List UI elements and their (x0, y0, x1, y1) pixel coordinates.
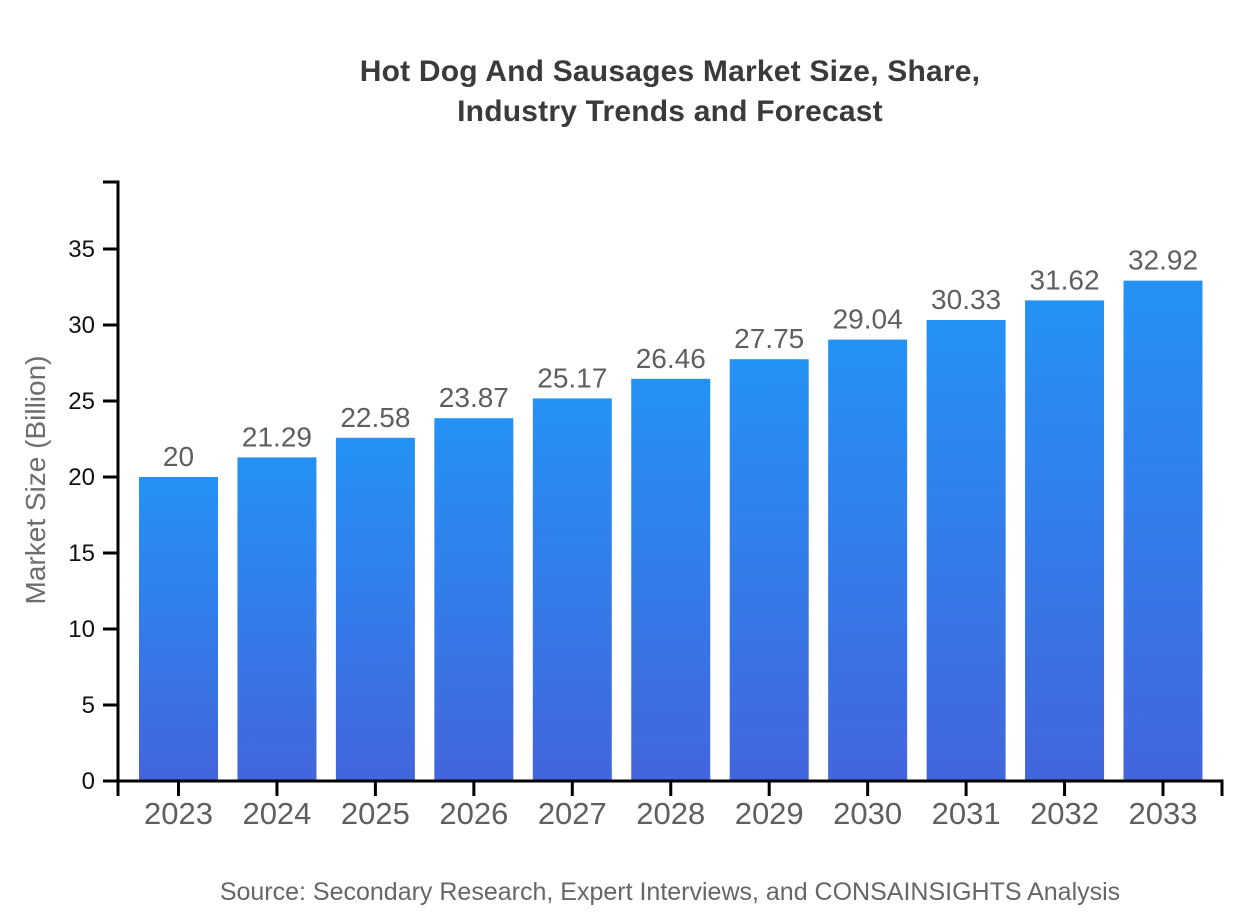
bar-2025 (335, 437, 415, 781)
bar-2027 (532, 398, 612, 781)
y-tick-label-5: 5 (82, 692, 95, 719)
bar-value-label-2028: 26.46 (636, 343, 706, 374)
bar-value-label-2023: 20 (163, 441, 194, 472)
bar-value-label-2031: 30.33 (931, 284, 1001, 315)
x-tick-label-2024: 2024 (242, 796, 311, 831)
x-tick-label-2028: 2028 (636, 796, 705, 831)
bar-2023 (139, 477, 218, 781)
bar-value-label-2024: 21.29 (242, 421, 312, 452)
chart-title: Hot Dog And Sausages Market Size, Share,… (80, 52, 1260, 132)
y-tick-label-20: 20 (68, 464, 95, 491)
x-tick-label-2029: 2029 (735, 796, 804, 831)
y-tick-label-30: 30 (68, 312, 95, 339)
y-tick-label-25: 25 (68, 388, 95, 415)
bar-2028 (631, 378, 711, 781)
source-note: Source: Secondary Research, Expert Inter… (219, 878, 1121, 906)
y-tick-label-15: 15 (68, 540, 95, 567)
bar-value-label-2033: 32.92 (1128, 245, 1198, 276)
bar-2026 (434, 418, 514, 781)
chart-title-line2: Industry Trends and Forecast (457, 95, 883, 128)
x-tick-label-2033: 2033 (1129, 796, 1198, 831)
x-tick-label-2030: 2030 (833, 796, 902, 831)
x-tick-label-2027: 2027 (538, 796, 607, 831)
x-tick-label-2031: 2031 (932, 796, 1001, 831)
bar-2024 (237, 457, 317, 781)
x-tick-label-2025: 2025 (341, 796, 410, 831)
bar-value-label-2025: 22.58 (340, 402, 410, 433)
bar-value-label-2032: 31.62 (1030, 264, 1100, 295)
axes-and-ticks (103, 180, 1224, 796)
x-tick-label-2032: 2032 (1030, 796, 1099, 831)
y-tick-label-35: 35 (68, 236, 95, 263)
bar-2030 (828, 339, 908, 781)
y-tick-label-0: 0 (82, 768, 95, 795)
y-tick-label-10: 10 (68, 616, 95, 643)
bar-value-label-2029: 27.75 (734, 323, 804, 354)
bar-2032 (1025, 300, 1105, 781)
bar-value-label-2026: 23.87 (439, 382, 509, 413)
x-tick-label-2026: 2026 (439, 796, 508, 831)
bar-value-label-2027: 25.17 (537, 362, 607, 393)
bar-2033 (1123, 280, 1203, 781)
bar-2031 (926, 319, 1006, 781)
bar-value-label-2030: 29.04 (833, 304, 903, 335)
bar-2029 (729, 359, 809, 781)
chart-title-line1: Hot Dog And Sausages Market Size, Share, (359, 55, 981, 88)
x-tick-label-2023: 2023 (144, 796, 213, 831)
